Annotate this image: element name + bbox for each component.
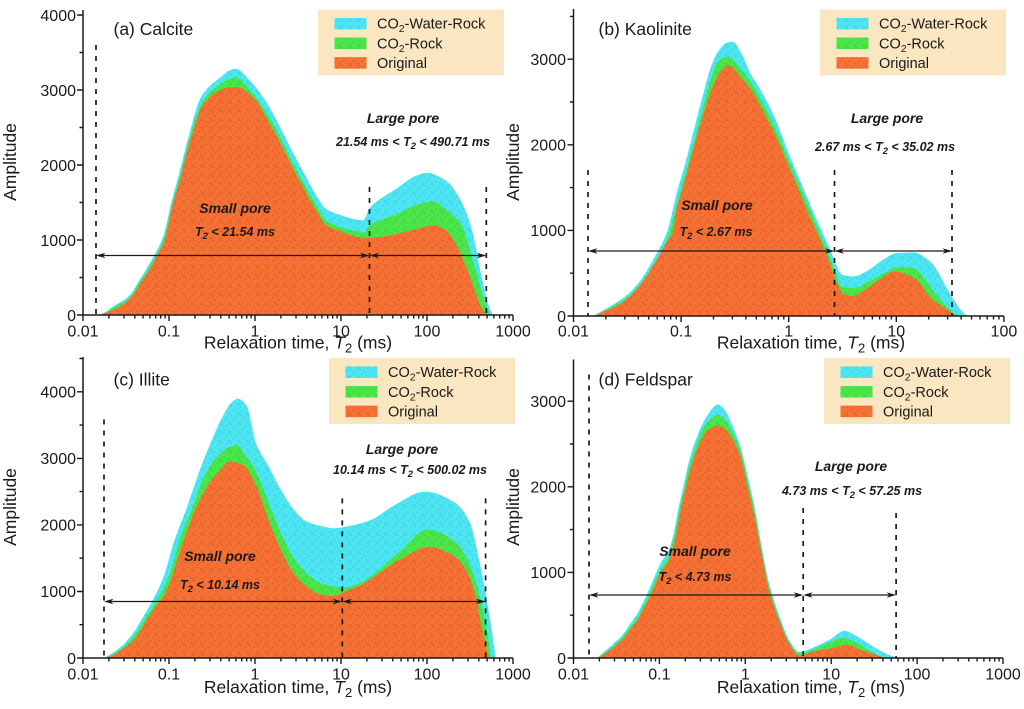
svg-text:CO2-Rock: CO2-Rock	[377, 36, 443, 55]
svg-text:CO2-Water-Rock: CO2-Water-Rock	[879, 17, 988, 36]
svg-text:CO2-Water-Rock: CO2-Water-Rock	[377, 17, 486, 36]
svg-text:1: 1	[741, 667, 750, 684]
svg-text:T2 < 21.54 ms: T2 < 21.54 ms	[195, 225, 275, 241]
svg-text:0: 0	[67, 308, 76, 325]
svg-text:Relaxation time, T2 (ms): Relaxation time, T2 (ms)	[717, 677, 905, 700]
svg-text:Small pore: Small pore	[681, 197, 753, 213]
svg-text:Amplitude: Amplitude	[503, 123, 523, 201]
svg-text:Original: Original	[883, 404, 933, 420]
svg-text:10: 10	[822, 667, 840, 684]
svg-text:0: 0	[557, 309, 566, 326]
svg-text:100: 100	[904, 667, 931, 684]
svg-text:100: 100	[414, 324, 441, 341]
svg-text:Small pore: Small pore	[659, 543, 731, 559]
svg-text:1000: 1000	[40, 233, 76, 250]
svg-text:CO2-Water-Rock: CO2-Water-Rock	[388, 365, 497, 384]
svg-text:2000: 2000	[530, 480, 566, 497]
svg-text:Relaxation time, T2 (ms): Relaxation time, T2 (ms)	[204, 677, 392, 700]
svg-text:Large pore: Large pore	[366, 441, 439, 457]
svg-text:4000: 4000	[40, 8, 76, 25]
svg-text:Small pore: Small pore	[184, 548, 256, 564]
svg-text:CO2-Rock: CO2-Rock	[883, 385, 949, 404]
svg-text:T2 < 4.73 ms: T2 < 4.73 ms	[659, 570, 732, 586]
svg-text:1000: 1000	[530, 565, 566, 582]
svg-text:Relaxation time, T2 (ms): Relaxation time, T2 (ms)	[717, 333, 905, 356]
svg-text:CO2-Rock: CO2-Rock	[879, 36, 945, 55]
svg-text:0.01: 0.01	[67, 324, 98, 341]
svg-text:(d) Feldspar: (d) Feldspar	[599, 370, 694, 390]
svg-text:1000: 1000	[40, 584, 76, 601]
svg-text:2.67 ms < T2 < 35.02 ms: 2.67 ms < T2 < 35.02 ms	[814, 140, 955, 156]
svg-text:Amplitude: Amplitude	[0, 468, 20, 546]
svg-text:Amplitude: Amplitude	[503, 468, 523, 546]
svg-text:10: 10	[332, 324, 350, 341]
svg-text:CO2-Water-Rock: CO2-Water-Rock	[883, 365, 992, 384]
svg-text:Original: Original	[388, 404, 438, 420]
svg-text:3000: 3000	[40, 83, 76, 100]
svg-text:Relaxation time, T2 (ms): Relaxation time, T2 (ms)	[204, 333, 392, 356]
svg-text:Small pore: Small pore	[199, 200, 271, 216]
svg-text:1: 1	[784, 324, 793, 341]
svg-text:1000: 1000	[985, 667, 1021, 684]
svg-text:0: 0	[67, 651, 76, 668]
svg-text:Large pore: Large pore	[851, 110, 924, 126]
svg-text:(b) Kaolinite: (b) Kaolinite	[599, 19, 692, 39]
svg-text:3000: 3000	[530, 394, 566, 411]
svg-text:0.01: 0.01	[67, 667, 98, 684]
svg-text:2000: 2000	[530, 138, 566, 155]
svg-text:Large pore: Large pore	[815, 458, 888, 474]
svg-text:2000: 2000	[40, 518, 76, 535]
svg-text:4000: 4000	[40, 385, 76, 402]
svg-text:Large pore: Large pore	[367, 110, 440, 126]
svg-text:0.01: 0.01	[558, 324, 589, 341]
svg-text:1000: 1000	[495, 324, 531, 341]
svg-text:0.1: 0.1	[158, 667, 180, 684]
svg-text:1000: 1000	[530, 223, 566, 240]
svg-text:T2 < 10.14 ms: T2 < 10.14 ms	[180, 578, 260, 594]
svg-text:1000: 1000	[495, 667, 531, 684]
svg-text:(a) Calcite: (a) Calcite	[114, 19, 194, 39]
svg-text:0.01: 0.01	[558, 667, 589, 684]
svg-text:1: 1	[251, 324, 260, 341]
svg-text:1: 1	[251, 667, 260, 684]
svg-text:Amplitude: Amplitude	[0, 123, 20, 201]
svg-text:100: 100	[991, 324, 1018, 341]
svg-text:100: 100	[414, 667, 441, 684]
svg-text:10: 10	[887, 324, 905, 341]
svg-text:Original: Original	[377, 56, 427, 72]
svg-text:Original: Original	[879, 56, 929, 72]
svg-text:3000: 3000	[40, 451, 76, 468]
svg-text:(c) Illite: (c) Illite	[114, 370, 170, 390]
svg-text:10: 10	[332, 667, 350, 684]
svg-text:0.1: 0.1	[670, 324, 692, 341]
svg-text:CO2-Rock: CO2-Rock	[388, 385, 454, 404]
svg-text:4.73 ms < T2 < 57.25 ms: 4.73 ms < T2 < 57.25 ms	[781, 484, 922, 500]
svg-text:2000: 2000	[40, 158, 76, 175]
svg-text:3000: 3000	[530, 52, 566, 69]
svg-text:T2 < 2.67 ms: T2 < 2.67 ms	[680, 225, 753, 241]
svg-text:21.54 ms < T2 < 490.71 ms: 21.54 ms < T2 < 490.71 ms	[335, 135, 490, 151]
svg-text:0: 0	[557, 651, 566, 668]
svg-text:0.1: 0.1	[648, 667, 670, 684]
svg-text:0.1: 0.1	[158, 324, 180, 341]
svg-text:10.14 ms < T2 < 500.02 ms: 10.14 ms < T2 < 500.02 ms	[333, 463, 487, 479]
